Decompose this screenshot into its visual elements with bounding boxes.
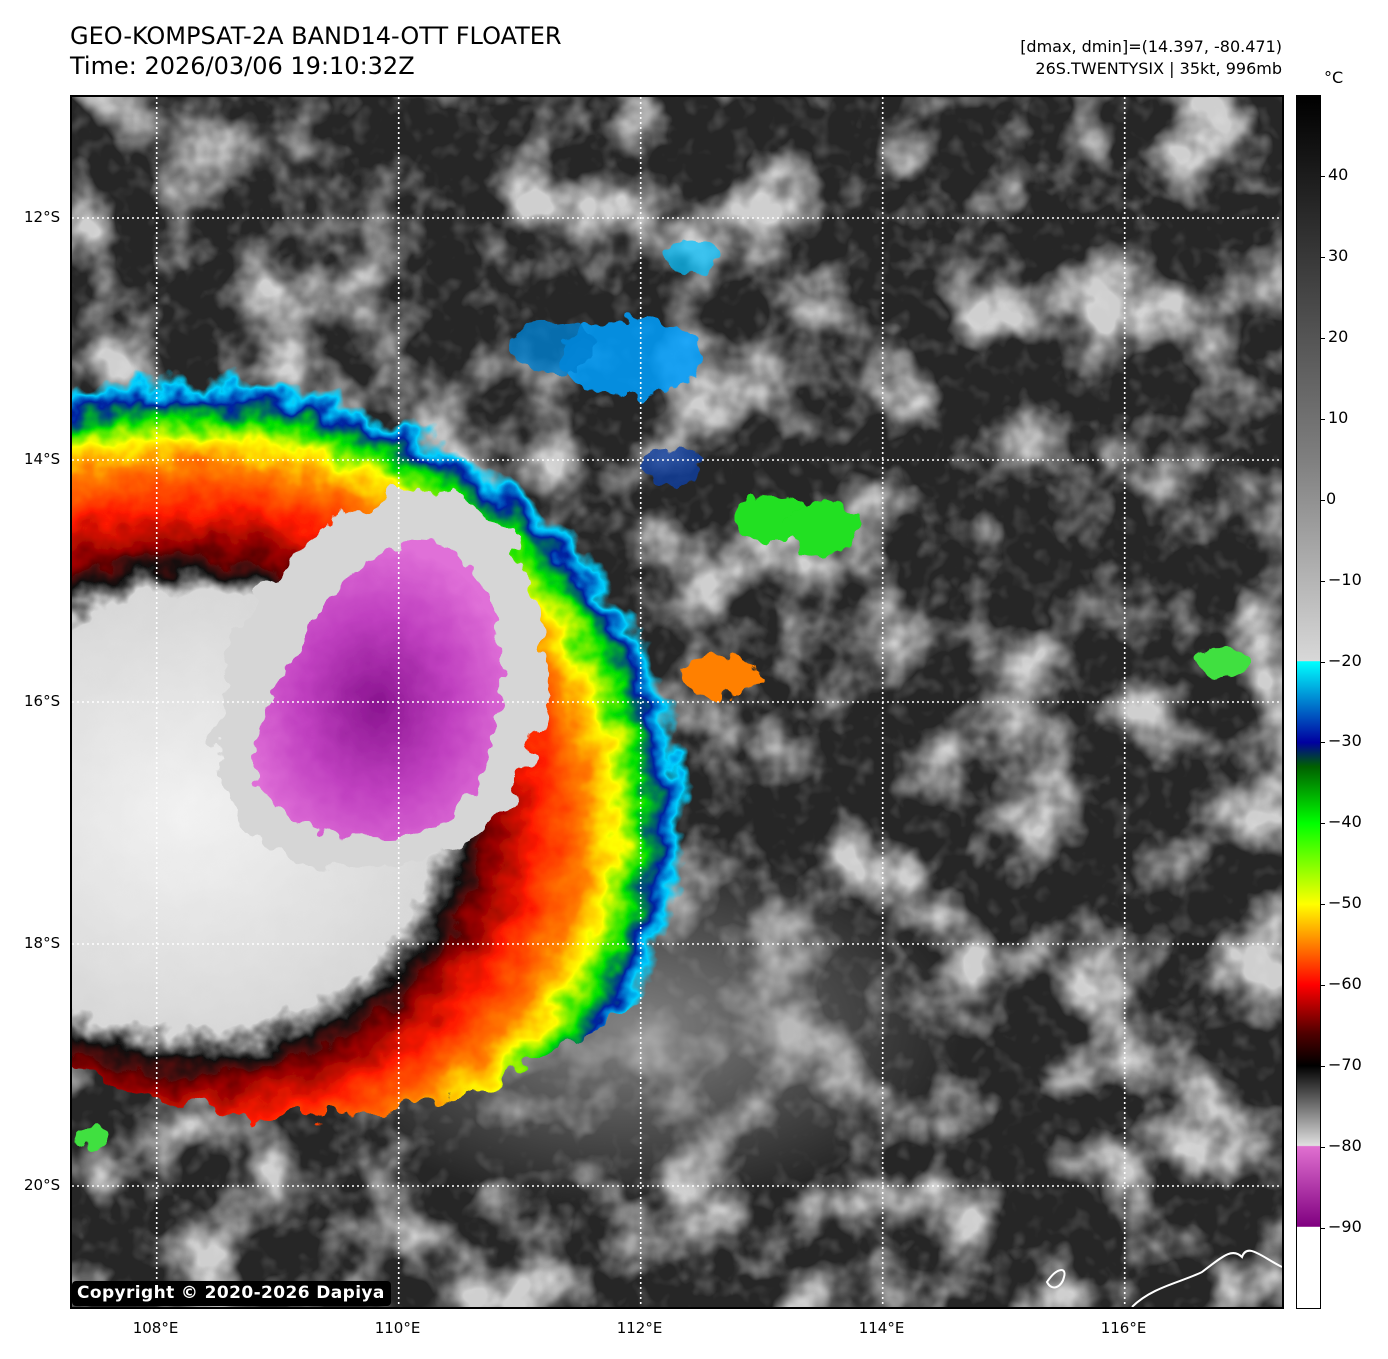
longitude-label: 112°E bbox=[616, 1319, 663, 1337]
colorbar-tick-mark bbox=[1321, 499, 1325, 501]
copyright-label: Copyright © 2020-2026 Dapiya bbox=[72, 1281, 391, 1306]
colorbar-tick-mark bbox=[1321, 1228, 1325, 1230]
colorbar-tick-mark bbox=[1321, 1066, 1325, 1068]
colorbar-tick-label: −10 bbox=[1328, 569, 1362, 589]
latitude-label: 18°S bbox=[24, 934, 61, 952]
colorbar-tick-label: 10 bbox=[1328, 407, 1349, 427]
range-label: [dmax, dmin]=(14.397, -80.471) bbox=[1020, 37, 1282, 56]
longitude-label: 108°E bbox=[132, 1319, 179, 1337]
colorbar-tick-label: 0 bbox=[1326, 488, 1337, 508]
satellite-image bbox=[72, 97, 1282, 1307]
colorbar-tick-mark bbox=[1321, 580, 1325, 582]
colorbar-tick-label: −80 bbox=[1328, 1136, 1362, 1156]
colorbar-tick-label: −20 bbox=[1328, 650, 1362, 670]
latitude-label: 12°S bbox=[24, 208, 61, 226]
colorbar-tick-mark bbox=[1321, 175, 1325, 177]
colorbar-unit: °C bbox=[1324, 68, 1344, 87]
colorbar-tick-mark bbox=[1321, 256, 1325, 258]
colorbar-tick-label: 40 bbox=[1328, 164, 1349, 184]
longitude-label: 110°E bbox=[374, 1319, 421, 1337]
colorbar-tick-mark bbox=[1321, 661, 1325, 663]
latitude-label: 14°S bbox=[24, 450, 61, 468]
colorbar-tick-label: 30 bbox=[1328, 245, 1349, 265]
longitude-label: 114°E bbox=[858, 1319, 905, 1337]
latitude-label: 16°S bbox=[24, 692, 61, 710]
time-label: Time: 2026/03/06 19:10:32Z bbox=[70, 52, 415, 80]
colorbar-tick-label: −40 bbox=[1328, 812, 1362, 832]
satellite-map bbox=[70, 95, 1284, 1309]
colorbar-tick-mark bbox=[1321, 904, 1325, 906]
cold-cloud-tops bbox=[252, 541, 502, 838]
temperature-colorbar bbox=[1296, 95, 1321, 1309]
colorbar-tick-label: −30 bbox=[1328, 731, 1362, 751]
colorbar-tick-mark bbox=[1321, 823, 1325, 825]
colorbar-tick-label: −50 bbox=[1328, 893, 1362, 913]
colorbar-tick-mark bbox=[1321, 742, 1325, 744]
latitude-label: 20°S bbox=[24, 1176, 61, 1194]
colorbar-tick-mark bbox=[1321, 418, 1325, 420]
colorbar-tick-mark bbox=[1321, 1147, 1325, 1149]
colorbar-tick-mark bbox=[1321, 337, 1325, 339]
colorbar-tick-label: −60 bbox=[1328, 974, 1362, 994]
colorbar-tick-label: −90 bbox=[1328, 1217, 1362, 1237]
graticule bbox=[72, 97, 1282, 1307]
longitude-label: 116°E bbox=[1100, 1319, 1147, 1337]
colorbar-tick-label: −70 bbox=[1328, 1055, 1362, 1075]
storm-label: 26S.TWENTYSIX | 35kt, 996mb bbox=[1035, 59, 1282, 78]
chart-title: GEO-KOMPSAT-2A BAND14-OTT FLOATER bbox=[70, 22, 562, 50]
colorbar-tick-label: 20 bbox=[1328, 326, 1349, 346]
colorbar-tick-mark bbox=[1321, 985, 1325, 987]
